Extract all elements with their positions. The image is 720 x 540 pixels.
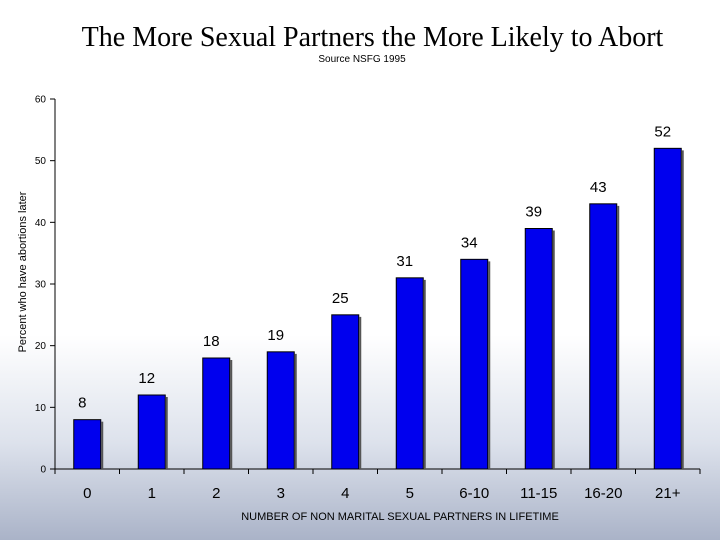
data-label: 25 <box>332 290 349 307</box>
x-tick-label: 5 <box>406 485 414 502</box>
y-tick-label: 60 <box>35 95 47 106</box>
x-tick-label: 16-20 <box>584 485 622 502</box>
x-tick-label: 3 <box>277 485 285 502</box>
x-tick-label: 2 <box>212 485 220 502</box>
slide-title: The More Sexual Partners the More Likely… <box>81 22 664 53</box>
bar <box>589 203 618 470</box>
x-tick-label: 21+ <box>655 485 681 502</box>
data-label: 8 <box>78 395 86 412</box>
bar <box>137 394 166 470</box>
data-label: 34 <box>461 234 478 251</box>
data-label: 19 <box>267 327 284 344</box>
x-tick-label: 1 <box>148 485 156 502</box>
chart-labels: 8 0 12 1 18 2 19 3 25 4 31 5 34 6-10 39 11-15 43 16-20 52 2… <box>78 123 681 502</box>
bar <box>331 314 360 470</box>
bar <box>266 351 295 470</box>
x-tick-label: 4 <box>341 485 349 502</box>
y-tick-label: 30 <box>35 280 47 291</box>
x-tick-label: 6-10 <box>459 485 489 502</box>
y-tick-label: 40 <box>35 218 47 229</box>
x-tick-label: 11-15 <box>520 485 557 502</box>
data-label: 18 <box>203 333 220 350</box>
bar <box>653 147 682 470</box>
data-label: 12 <box>138 370 155 387</box>
y-tick-label: 10 <box>35 403 47 414</box>
data-label: 31 <box>396 253 413 270</box>
x-tick-label: 0 <box>83 485 91 502</box>
y-axis-title: Percent who have abortions later <box>17 191 29 352</box>
x-axis-title: NUMBER OF NON MARITAL SEXUAL PARTNERS IN… <box>241 511 559 523</box>
y-tick-label: 20 <box>35 341 47 352</box>
y-tick-label: 50 <box>35 156 47 167</box>
bar <box>73 419 102 470</box>
data-label: 39 <box>525 204 542 221</box>
data-label: 52 <box>654 123 671 140</box>
bar <box>202 357 231 470</box>
y-tick-label: 0 <box>40 465 46 476</box>
bar <box>395 277 424 470</box>
source-note: Source NSFG 1995 <box>318 54 406 65</box>
bar <box>524 228 553 470</box>
chart-bars <box>73 147 684 470</box>
data-label: 43 <box>590 179 607 196</box>
bar <box>460 258 489 470</box>
